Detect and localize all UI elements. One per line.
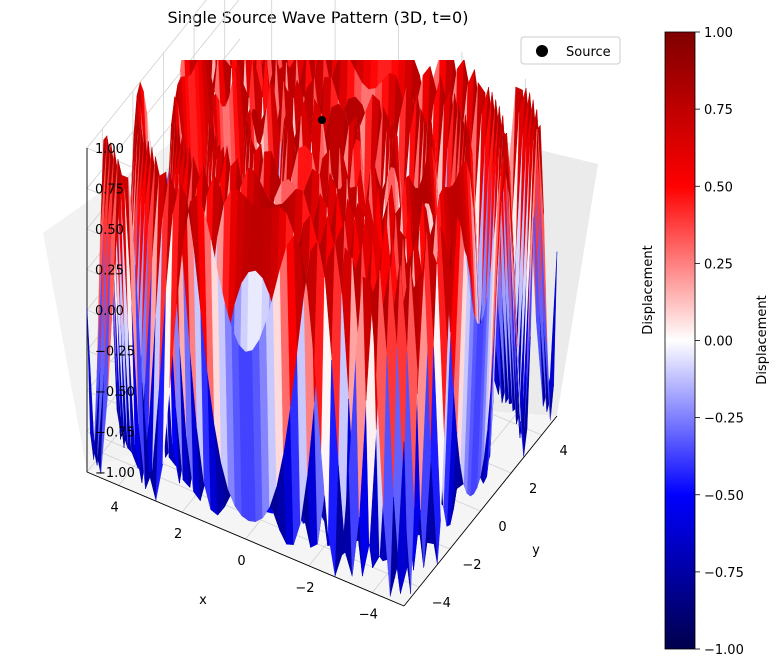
colorbar-ticks: −1.00 −0.75 −0.50 −0.25 0.00 0.25 0.50 0… [695, 26, 744, 658]
z-tick-label: −0.50 [95, 385, 135, 400]
x-tick-label: 2 [174, 527, 182, 542]
z-tick-label: 1.00 [95, 142, 124, 157]
y-axis-line [403, 415, 558, 607]
z-tick-label: −0.75 [95, 426, 135, 441]
z-axis-label: Displacement [641, 245, 656, 334]
colorbar-tick-label: 0.50 [704, 180, 733, 195]
colorbar-tick-label: −0.25 [704, 412, 744, 427]
y-tick-label: −2 [462, 558, 481, 573]
colorbar-tick-label: −0.50 [704, 489, 744, 504]
colorbar-tick-label: 0.25 [704, 257, 733, 272]
x-axis-line [86, 471, 405, 607]
x-tick-label: −4 [359, 608, 378, 623]
z-tick-label: 0.75 [95, 183, 124, 198]
x-axis-label: x [199, 593, 207, 608]
y-tick-label: 4 [560, 444, 568, 459]
z-tick-label: 0.50 [95, 223, 124, 238]
x-tick-label: 4 [111, 500, 119, 515]
y-axis-ticks: −4 −2 0 2 4 [432, 444, 568, 611]
chart-title: Single Source Wave Pattern (3D, t=0) [168, 8, 469, 27]
colorbar: −1.00 −0.75 −0.50 −0.25 0.00 0.25 0.50 0… [664, 26, 770, 658]
colorbar-gradient [664, 31, 696, 650]
colorbar-tick-label: −0.75 [704, 566, 744, 581]
z-tick-label: −1.00 [95, 466, 135, 481]
wave-surface [86, 60, 558, 597]
y-tick-label: 2 [529, 482, 537, 497]
colorbar-tick-label: 1.00 [704, 26, 733, 41]
colorbar-tick-label: 0.75 [704, 103, 733, 118]
y-tick-label: −4 [432, 596, 451, 611]
colorbar-tick-label: 0.00 [704, 335, 733, 350]
x-tick-label: −2 [295, 581, 314, 596]
y-axis-label: y [532, 543, 540, 558]
y-tick-label: 0 [498, 520, 506, 535]
z-tick-label: 0.00 [95, 304, 124, 319]
legend-label-source: Source [566, 45, 611, 60]
x-axis-ticks: −4 −2 0 2 4 [111, 500, 378, 622]
legend-box [520, 36, 621, 65]
source-point [318, 116, 326, 124]
z-tick-label: 0.25 [95, 264, 124, 279]
colorbar-tick-label: −1.00 [704, 643, 744, 658]
z-tick-label: −0.25 [95, 345, 135, 360]
colorbar-label: Displacement [755, 295, 770, 384]
z-axis-ticks: −1.00 −0.75 −0.50 −0.25 0.00 0.25 0.50 0… [95, 142, 135, 481]
surface-patch [396, 441, 408, 594]
x-tick-label: 0 [237, 554, 245, 569]
legend: Source [520, 36, 621, 65]
legend-marker-source [536, 45, 548, 57]
